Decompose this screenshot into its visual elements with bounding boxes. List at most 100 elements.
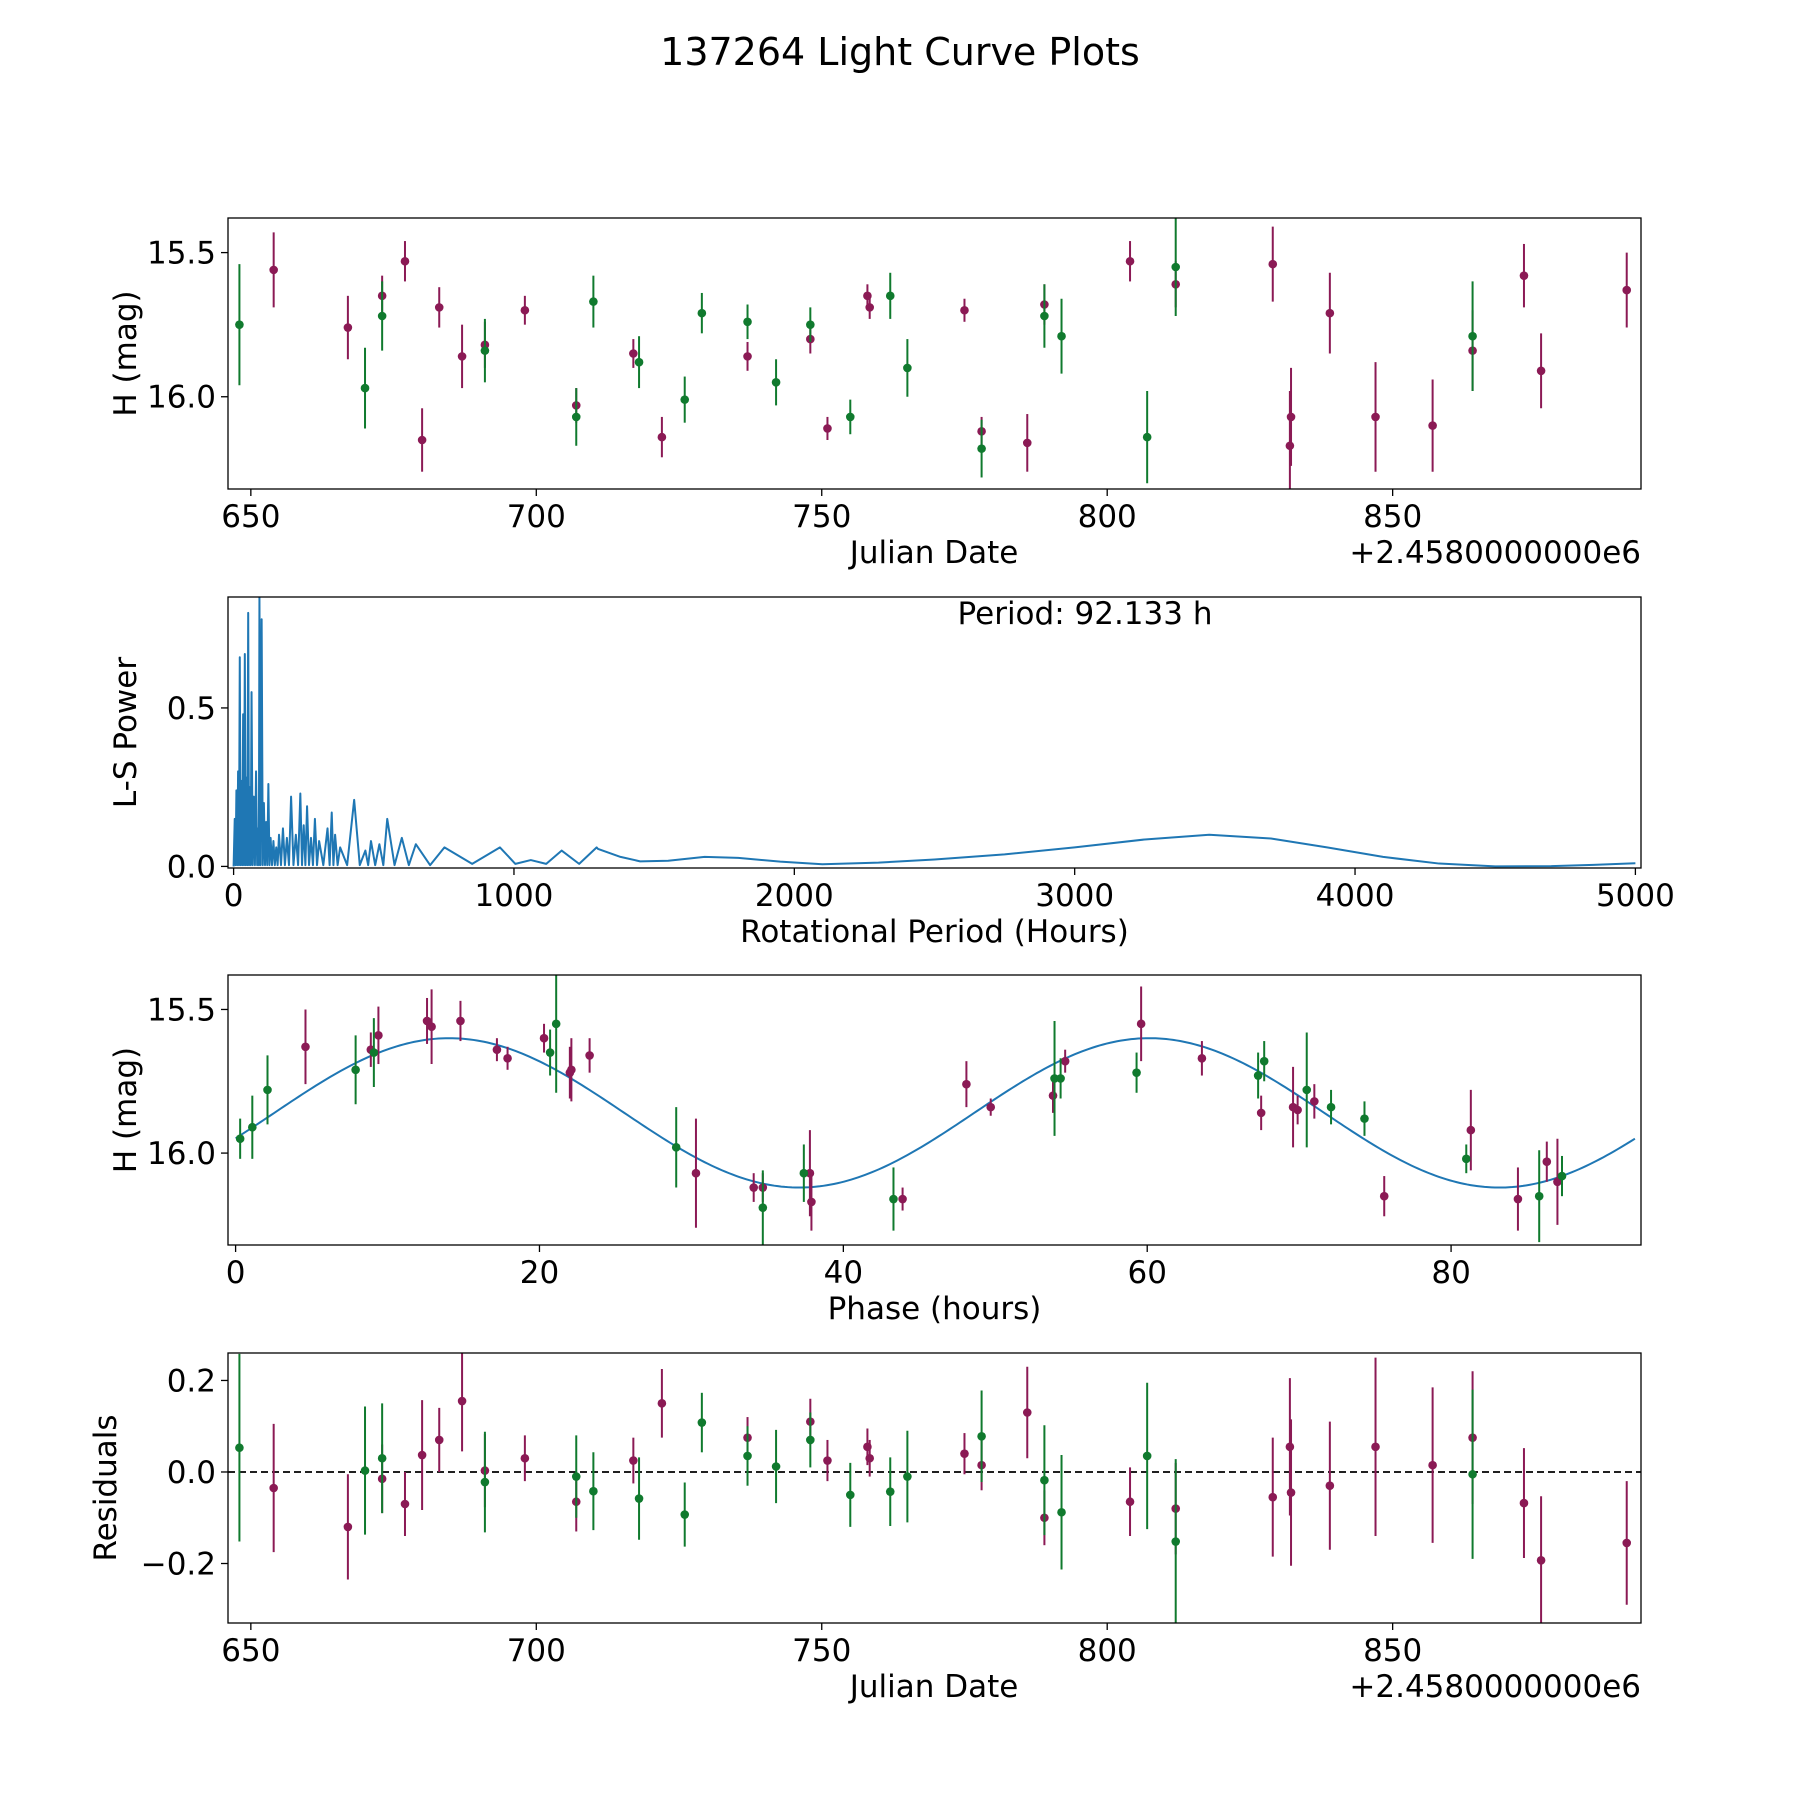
- data-point: [457, 352, 467, 361]
- data-point: [422, 1016, 432, 1026]
- y-tick-label: 0.5: [167, 691, 216, 727]
- data-point: [806, 320, 815, 329]
- periodogram-line: [232, 597, 1636, 868]
- data-point: [1326, 1102, 1336, 1112]
- data-point: [360, 1466, 370, 1475]
- data-point: [269, 265, 278, 275]
- data-point: [691, 1168, 701, 1178]
- data-point: [589, 297, 598, 306]
- data-point: [400, 1499, 410, 1509]
- data-point: [417, 1450, 427, 1460]
- data-point: [1048, 1091, 1058, 1100]
- y-tick-label: 16.0: [147, 380, 216, 416]
- y-axis-label: L-S Power: [108, 657, 144, 808]
- data-point: [1371, 1442, 1380, 1452]
- data-point: [545, 1048, 555, 1057]
- data-point: [960, 1449, 969, 1458]
- x-tick-label: 4000: [1316, 878, 1395, 914]
- data-point: [1197, 1053, 1207, 1063]
- data-point: [377, 311, 387, 321]
- residuals-panel: 650 700 750 800 850 0.2 0.0 −0.2 Julian Date Resi…: [88, 1352, 1642, 1705]
- data-point: [377, 1453, 387, 1463]
- data-point: [1536, 366, 1546, 376]
- data-point: [1428, 1460, 1437, 1470]
- data-point: [1466, 1125, 1476, 1135]
- data-point: [1468, 331, 1477, 341]
- data-point: [1310, 1097, 1319, 1106]
- data-point: [743, 1451, 752, 1461]
- data-point: [634, 1494, 644, 1503]
- data-point: [1428, 421, 1437, 430]
- x-tick-label: 650: [221, 499, 280, 535]
- data-point: [977, 1431, 986, 1441]
- data-point: [1060, 1056, 1070, 1066]
- data-point: [629, 349, 638, 358]
- data-point: [301, 1042, 310, 1052]
- x-tick-label: 5000: [1596, 878, 1675, 914]
- plot-frame: [227, 596, 1642, 869]
- x-tick-label: 20: [520, 1255, 559, 1291]
- x-tick-label: 3000: [1035, 878, 1114, 914]
- data-point: [1622, 1538, 1632, 1548]
- data-point: [1534, 1191, 1544, 1201]
- data-point: [1557, 1171, 1567, 1181]
- data-point: [1125, 256, 1135, 266]
- data-point: [343, 1522, 353, 1532]
- data-point: [434, 1435, 444, 1445]
- data-point: [697, 1418, 707, 1427]
- data-point: [845, 412, 855, 422]
- fit-curve: [235, 1037, 1636, 1189]
- data-point: [1040, 311, 1049, 321]
- series-purple: [269, 1353, 1632, 1623]
- data-point: [903, 1472, 912, 1481]
- x-tick-label: 0: [224, 878, 244, 914]
- data-point: [434, 303, 444, 312]
- data-point: [1371, 412, 1380, 422]
- data-point: [589, 1486, 598, 1496]
- data-point: [634, 357, 644, 367]
- plot-frame: [227, 217, 1642, 490]
- data-point: [520, 305, 530, 315]
- x-tick-label: 60: [1127, 1255, 1166, 1291]
- data-point: [1461, 1154, 1471, 1164]
- data-point: [457, 1396, 467, 1406]
- x-offset-label: +2.4580000000e6: [1349, 1669, 1641, 1705]
- x-tick-label: 850: [1363, 1633, 1422, 1669]
- data-point: [1519, 271, 1529, 280]
- y-axis-label: H (mag): [108, 290, 144, 416]
- y-tick-label: 15.5: [147, 236, 216, 272]
- data-point: [823, 424, 832, 433]
- data-point: [697, 308, 707, 318]
- data-point: [1040, 1475, 1049, 1485]
- data-point: [1360, 1114, 1369, 1123]
- data-layer: [235, 1353, 1632, 1623]
- data-point: [551, 1019, 561, 1029]
- data-point: [962, 1079, 971, 1089]
- data-point: [1050, 1074, 1059, 1083]
- data-point: [657, 432, 667, 442]
- data-point: [374, 1031, 383, 1040]
- plot-frame: [227, 1352, 1642, 1624]
- data-point: [1286, 1488, 1296, 1497]
- x-tick-label: 750: [792, 1633, 851, 1669]
- series-green: [235, 975, 1567, 1245]
- data-point: [492, 1045, 502, 1054]
- data-point: [889, 1194, 898, 1204]
- data-point: [427, 1022, 436, 1032]
- phased-panel: 0 20 40 60 80 15.5 16.0 Phase (hours) H (mag): [108, 974, 1642, 1327]
- data-point: [1171, 1537, 1181, 1546]
- x-tick-label: 40: [824, 1255, 863, 1291]
- figure-title: 137264 Light Curve Plots: [660, 30, 1140, 74]
- y-tick-label: 15.5: [147, 992, 216, 1028]
- lightcurve-panel: 650 700 750 800 850 15.5 16.0 Julian Date H (mag…: [108, 217, 1642, 571]
- periodogram-panel: 0 1000 2000 3000 4000 5000 0.0 0.5 Rotational Pe…: [108, 596, 1675, 950]
- data-point: [758, 1203, 768, 1212]
- data-point: [1286, 412, 1296, 422]
- data-point: [1513, 1194, 1523, 1204]
- data-layer: [235, 975, 1567, 1245]
- data-point: [845, 1490, 855, 1500]
- data-point: [567, 1065, 576, 1075]
- y-axis-label: Residuals: [88, 1414, 124, 1561]
- data-point: [1325, 1481, 1335, 1491]
- data-point: [235, 320, 244, 329]
